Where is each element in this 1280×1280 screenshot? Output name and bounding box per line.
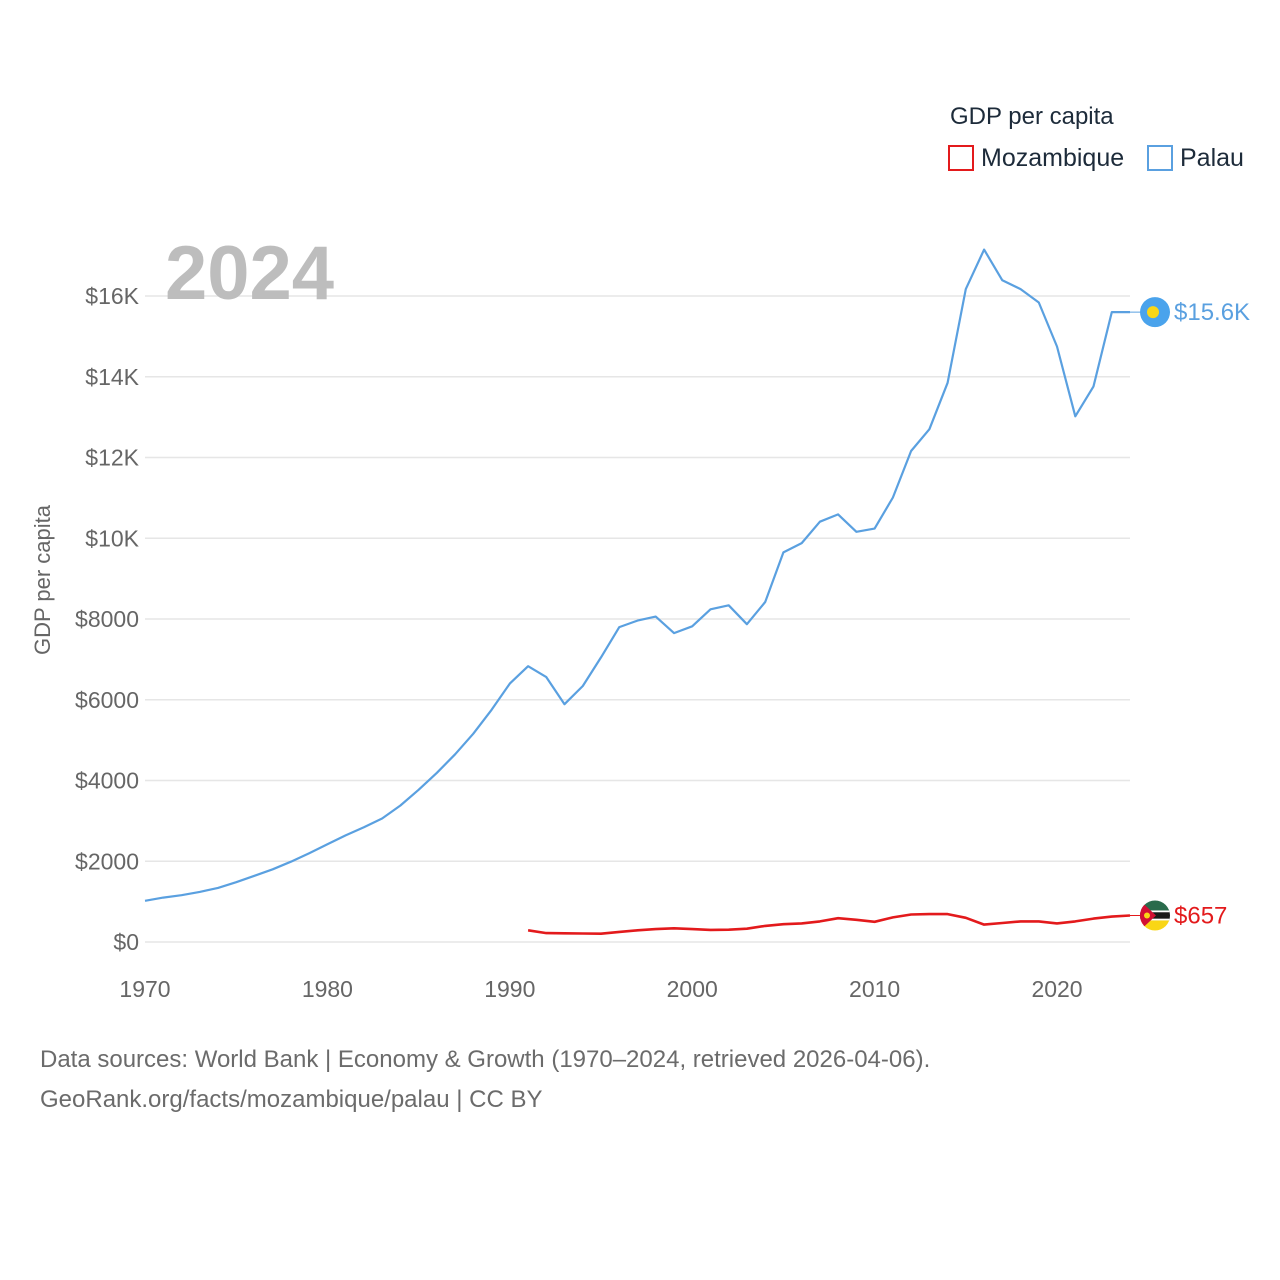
series-line-palau[interactable] [144,248,1130,902]
legend-item-palau[interactable]: Palau [1147,144,1244,172]
legend-item-mozambique[interactable]: Mozambique [948,144,1124,172]
end-value-label-palau: $15.6K [1174,299,1250,326]
current-year-label: 2024 [165,231,334,316]
x-tick-label: 2010 [849,976,900,1002]
y-tick-label: $12K [85,445,139,471]
legend: GDP per capita Mozambique Palau [948,103,1244,172]
palau-flag-icon [1140,297,1170,328]
legend-label-palau: Palau [1180,144,1244,172]
series-endpoints: $657 $15.6K [1130,297,1250,931]
legend-title: GDP per capita [950,103,1114,130]
y-tick-label: $8000 [75,606,139,632]
series-layer [144,248,1131,936]
data-sources-text: Data sources: World Bank | Economy & Gro… [40,1046,931,1073]
y-tick-label: $10K [85,525,139,551]
gridlines [145,295,1130,943]
legend-swatch-palau [1147,145,1173,171]
legend-label-mozambique: Mozambique [981,144,1124,172]
y-tick-label: $2000 [75,848,139,874]
y-tick-label: $4000 [75,768,139,794]
end-value-label-mozambique: $657 [1174,902,1227,929]
series-line-mozambique[interactable] [527,912,1131,936]
y-tick-label: $0 [113,929,139,955]
footer: Data sources: World Bank | Economy & Gro… [40,1040,930,1120]
y-tick-label: $6000 [75,687,139,713]
x-tick-label: 2000 [667,976,718,1002]
mozambique-flag-icon [1140,900,1170,931]
legend-swatch-mozambique [948,145,974,171]
y-axis-title: GDP per capita [30,504,55,655]
gdp-per-capita-chart: $0 $2000 $4000 $6000 $8000 $10K $12K $14K $16K 1… [30,103,1250,1002]
x-tick-label: 1980 [302,976,353,1002]
x-tick-label: 1970 [119,976,170,1002]
x-axis-ticks: 1970 1980 1990 2000 2010 2020 [119,976,1082,1002]
attribution-text: GeoRank.org/facts/mozambique/palau | CC … [40,1086,543,1113]
y-tick-label: $16K [85,283,139,309]
x-tick-label: 1990 [484,976,535,1002]
x-tick-label: 2020 [1031,976,1082,1002]
y-axis-ticks: $0 $2000 $4000 $6000 $8000 $10K $12K $14K $16K [75,283,140,955]
y-tick-label: $14K [85,364,139,390]
